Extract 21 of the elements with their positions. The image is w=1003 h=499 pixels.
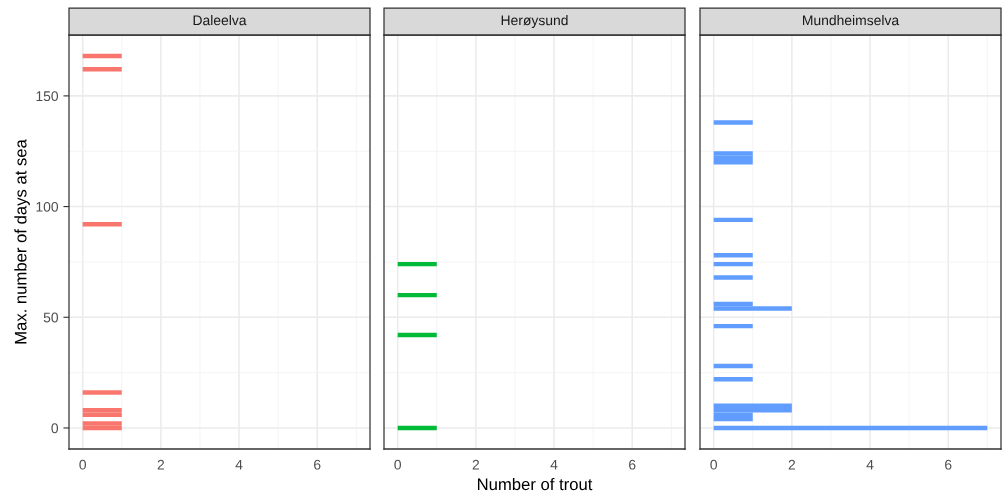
x-tick-label: 6: [945, 459, 952, 470]
y-tick-label: 150: [36, 91, 59, 102]
x-tick-label: 4: [235, 459, 243, 470]
x-tick-label: 6: [314, 459, 321, 470]
y-tick-label: 100: [36, 201, 59, 212]
x-tick-label: 2: [788, 459, 796, 470]
y-tick-label: 50: [43, 312, 59, 323]
x-axis-title: Number of trout: [477, 477, 593, 491]
chart-title: Mundheimselva: [803, 15, 900, 26]
x-tick-label: 0: [710, 459, 717, 470]
x-tick-label: 6: [629, 459, 636, 470]
x-tick-label: 0: [394, 459, 401, 470]
x-tick-label: 2: [157, 459, 165, 470]
y-tick-label: 0: [51, 423, 59, 434]
x-tick-label: 0: [79, 459, 86, 470]
x-tick-label: 4: [550, 459, 558, 470]
x-tick-label: 2: [472, 459, 480, 470]
y-axis-title: Max. number of days at sea: [14, 139, 30, 344]
chart-title: Daleelva: [193, 15, 247, 26]
chart-title: Herøysund: [501, 15, 568, 28]
x-tick-label: 4: [866, 459, 874, 470]
